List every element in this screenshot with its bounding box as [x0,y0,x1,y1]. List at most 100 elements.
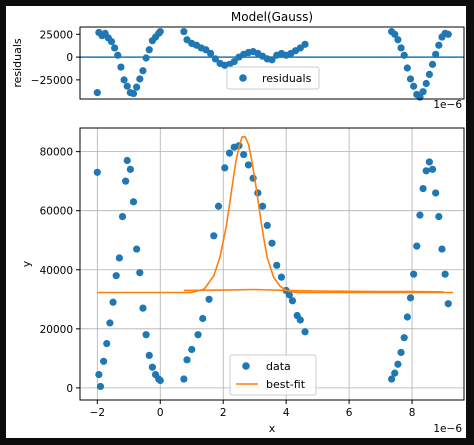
fit-data-point [432,189,440,197]
fit-data-point [263,221,271,230]
fit-data-point [406,294,415,302]
residuals-legend-box [226,66,320,90]
fit-x-tick-label: 2 [220,407,227,419]
fit-y-axis-label: y [20,260,33,267]
fit-data-point [285,291,293,299]
fit-data-point [118,212,127,221]
fit-y-tick-label: 20000 [40,324,73,336]
fit-data-point [410,270,418,278]
residuals-point [156,27,164,36]
fit-data-point [145,351,153,360]
residuals-point [129,89,138,98]
fit-data-point [273,261,281,269]
fit-data-point [416,211,424,219]
fit-data-point [225,149,234,157]
fit-data-point [148,363,156,371]
residuals-point [111,44,119,52]
fit-data-point [391,369,399,377]
fit-data-point [136,269,144,277]
residuals-plot-area [80,27,464,101]
fit-data-point [103,339,111,348]
fit-data-point [388,375,396,383]
fit-data-point [115,254,123,262]
residuals-point [114,51,122,59]
fit-x-tick-label: 4 [283,407,290,419]
fit-axes-frame [79,127,465,401]
fit-data-point [199,314,207,323]
fit-data-point [214,202,223,210]
best-fit-line [97,136,453,294]
fit-data-point [435,212,443,221]
fit-data-point [394,360,402,368]
fit-x-ticks: −2 0 2 4 6 8 [90,400,415,419]
fit-data-point [205,295,213,303]
fit-data-point [133,245,141,253]
residuals-point [180,27,188,36]
fit-data-point [112,272,120,280]
fit-data-point [126,165,134,173]
fit-x-tick-label: 6 [346,407,353,419]
residuals-point [403,64,411,72]
fit-data-point [268,239,276,247]
fit-y-tick-label: 60000 [40,206,73,218]
residuals-point [107,37,116,46]
fit-plot-area [93,136,453,391]
fit-legend-data-label: data [266,360,291,373]
fit-data-point [277,273,286,281]
residuals-y-tick-label: 25000 [40,29,73,41]
residuals-title: Model(Gauss) [231,10,313,24]
fit-data-point [288,297,297,305]
fit-y-tick-label: 80000 [40,147,73,159]
fit-data-point [210,232,218,240]
residuals-point [410,82,418,90]
fit-data-point [428,165,437,173]
fit-data-point [100,357,108,365]
residuals-point [425,70,433,78]
fit-data-point [296,316,304,324]
fit-data-point [422,167,430,175]
residuals-axes-frame [79,26,465,100]
fit-legend-best-fit-label: best-fit [266,378,306,391]
residuals-legend: residuals [226,66,320,90]
fit-data-point [258,202,267,210]
residuals-point [397,44,405,52]
fit-data-point [96,382,105,391]
fit-data-point [93,168,101,176]
residuals-point [207,49,215,58]
fit-data-point [240,150,248,159]
fit-y-tick-label: 0 [66,383,73,395]
fit-panel: 0 20000 40000 60000 80000 −2 0 2 4 6 8 x y 1e−6 d… [20,127,465,435]
residuals-point [444,30,452,38]
fit-x-axis-label: x [269,422,276,435]
fit-legend: data best-fit [229,354,317,396]
fit-data-point [444,300,452,308]
residuals-point [400,51,408,59]
residuals-panel: Model(Gauss) residuals 1e−6 25000 0 −25000… [11,10,465,111]
fit-data-point [123,156,131,165]
residuals-point [136,75,144,83]
residuals-point [428,60,437,68]
fit-data-point [180,375,188,383]
fit-data-point [194,331,202,339]
residuals-point [422,79,430,88]
fit-legend-data-marker [242,362,250,370]
residuals-point [394,36,402,44]
residuals-point [120,76,128,84]
residuals-point [435,41,443,49]
fit-data-point [156,376,164,385]
residuals-point [93,89,101,97]
fit-data-point [139,304,147,312]
fit-data-point [122,177,130,185]
residuals-point [142,54,150,62]
residuals-x-offset-text: 1e−6 [433,99,462,111]
residuals-point [133,83,141,91]
fit-data-point [183,356,191,364]
fit-data-point [106,319,114,327]
residuals-point [406,75,415,83]
fit-data-point [301,328,309,336]
residuals-point [268,56,276,64]
best-fit-baseline [183,288,444,293]
fit-data-point [441,270,449,278]
residuals-y-axis-label: residuals [11,38,24,88]
